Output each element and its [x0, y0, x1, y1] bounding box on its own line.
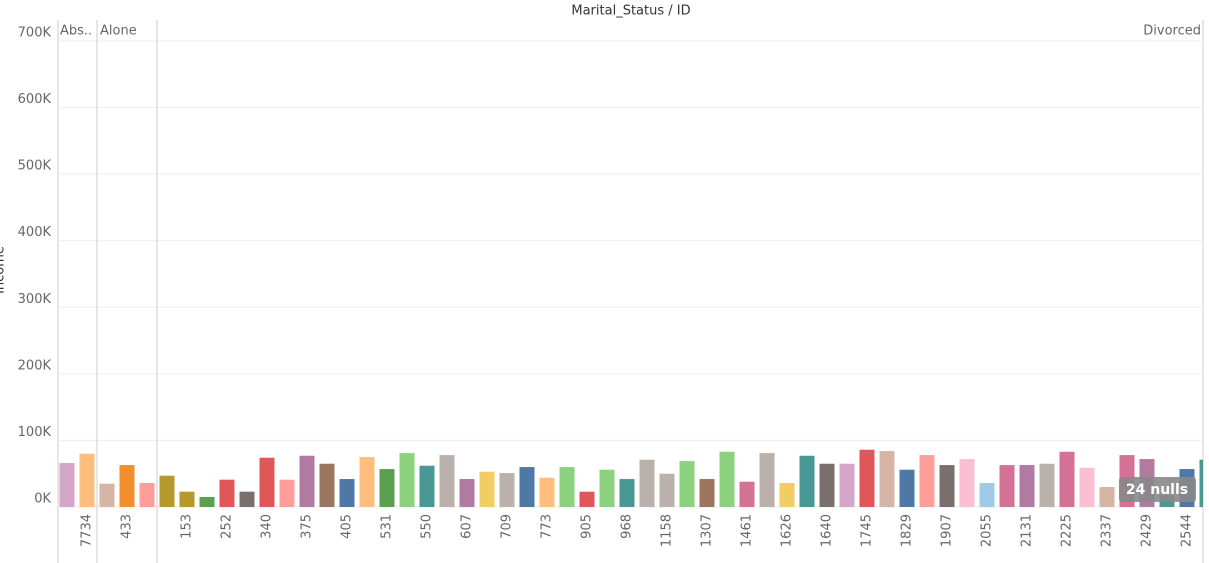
bar	[659, 473, 675, 507]
bar	[599, 469, 615, 507]
panel-header: Abs..	[60, 24, 92, 39]
x-tick-label: 2429	[1140, 514, 1155, 547]
bar	[679, 461, 695, 507]
x-tick-label: 2337	[1100, 514, 1115, 547]
bar	[119, 465, 135, 507]
x-tick-label: 1907	[940, 514, 955, 547]
bar	[559, 467, 575, 507]
bar	[879, 451, 895, 507]
bar	[619, 479, 635, 507]
x-tick-label: 773	[540, 514, 555, 539]
bar	[99, 483, 115, 507]
bar	[1019, 465, 1035, 507]
bar	[139, 483, 155, 507]
y-tick-label: 100K	[18, 425, 52, 440]
x-tick-label: 550	[420, 514, 435, 539]
bar	[899, 469, 915, 507]
chart-title: Marital_Status / ID	[571, 4, 690, 19]
bar	[699, 479, 715, 507]
x-tick-label: 1745	[860, 514, 875, 547]
bar	[379, 469, 395, 507]
bar	[739, 481, 755, 507]
bar	[499, 473, 515, 507]
panel-header: Alone	[100, 24, 137, 39]
bar	[799, 455, 815, 507]
x-tick-label: 968	[620, 514, 635, 539]
bar	[459, 479, 475, 507]
bar	[1099, 487, 1115, 507]
x-tick-label: 1307	[700, 514, 715, 547]
x-tick-label: 2544	[1180, 514, 1195, 547]
x-tick-label: 433	[120, 514, 135, 539]
bar	[939, 465, 955, 507]
bar	[779, 483, 795, 507]
bar	[439, 455, 455, 507]
bar	[1039, 463, 1055, 507]
bar	[319, 463, 335, 507]
bar	[959, 459, 975, 507]
bar	[979, 483, 995, 507]
bar	[399, 453, 415, 507]
x-tick-label: 709	[500, 514, 515, 539]
x-tick-label: 1640	[820, 514, 835, 547]
x-tick-label: 1829	[900, 514, 915, 547]
bar	[239, 491, 255, 507]
nulls-indicator: 24 nulls	[1126, 482, 1188, 498]
bar	[199, 497, 215, 507]
y-tick-label: 400K	[18, 225, 52, 240]
bar	[999, 465, 1015, 507]
bar	[759, 453, 775, 507]
bar	[419, 465, 435, 507]
bar	[639, 459, 655, 507]
x-tick-label: 7734	[80, 514, 95, 547]
x-tick-label: 1461	[740, 514, 755, 547]
panel-header: Divorced	[1143, 24, 1201, 39]
x-tick-label: 1626	[780, 514, 795, 547]
y-tick-label: 200K	[18, 358, 52, 373]
bar	[1059, 451, 1075, 507]
bar	[579, 491, 595, 507]
bar	[279, 479, 295, 507]
x-tick-label: 2225	[1060, 514, 1075, 547]
bar	[359, 457, 375, 507]
y-tick-label: 600K	[18, 92, 52, 107]
bar	[299, 455, 315, 507]
x-tick-label: 2055	[980, 514, 995, 547]
y-axis-title: Income	[0, 246, 8, 294]
bar	[59, 463, 75, 507]
y-tick-label: 500K	[18, 159, 52, 174]
x-tick-label: 1158	[660, 514, 675, 547]
bar	[719, 451, 735, 507]
bar	[179, 491, 195, 507]
bar	[1079, 467, 1095, 507]
bar	[219, 479, 235, 507]
x-tick-label: 375	[300, 514, 315, 539]
x-tick-label: 340	[260, 514, 275, 539]
y-tick-label: 700K	[18, 26, 52, 41]
y-tick-label: 0K	[34, 492, 51, 507]
bar	[539, 477, 555, 507]
bar	[519, 467, 535, 507]
bar	[1199, 459, 1203, 507]
bar	[839, 463, 855, 507]
y-tick-label: 300K	[18, 292, 52, 307]
x-tick-label: 405	[340, 514, 355, 539]
bar	[79, 453, 95, 507]
x-tick-label: 607	[460, 514, 475, 539]
bar	[479, 471, 495, 507]
bar	[859, 449, 875, 507]
plot: 7734 433 153 252 340 375 405 531 550 607 709 773 905…	[58, 40, 1203, 547]
bar	[919, 455, 935, 507]
x-tick-label: 153	[180, 514, 195, 539]
x-tick-label: 252	[220, 514, 235, 539]
bar	[159, 475, 175, 507]
x-tick-label: 905	[580, 514, 595, 539]
bar	[259, 457, 275, 507]
bar	[339, 479, 355, 507]
x-tick-label: 2131	[1020, 514, 1035, 547]
nulls-badge	[1119, 477, 1196, 502]
bar	[819, 463, 835, 507]
x-tick-label: 531	[380, 514, 395, 539]
